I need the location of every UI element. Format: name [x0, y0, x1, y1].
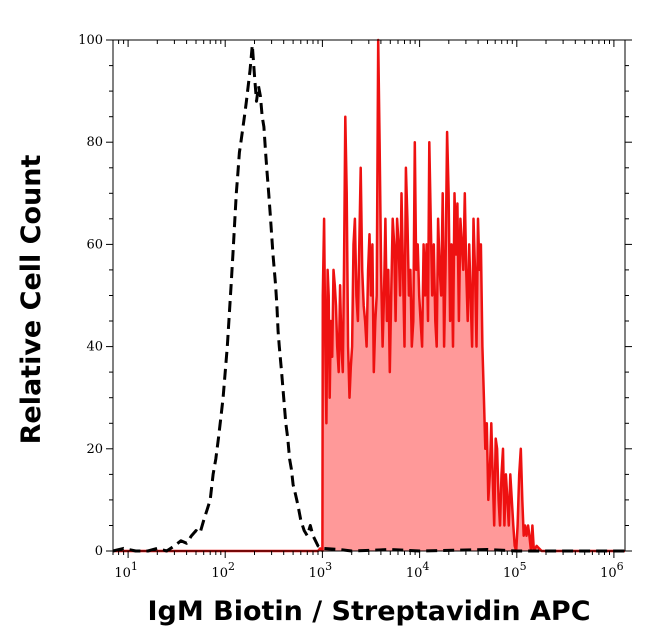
y-tick-label: 20	[86, 442, 103, 457]
x-tick-label: 101	[114, 560, 138, 581]
x-tick-label: 105	[503, 560, 527, 581]
series-line-0	[112, 43, 625, 553]
y-tick-label: 0	[95, 544, 103, 559]
black-dashed-histogram-line	[112, 43, 625, 553]
y-axis-title: Relative Cell Count	[16, 155, 47, 445]
x-tick-label: 103	[309, 560, 333, 581]
series-area-1	[113, 40, 625, 551]
x-tick-label: 104	[406, 560, 430, 581]
x-axis-title: IgM Biotin / Streptavidin APC	[147, 596, 590, 627]
x-tick-label: 102	[211, 560, 235, 581]
x-tick-label: 106	[600, 560, 624, 581]
x-axis-ticks: 101 102 103 104 105 106	[112, 40, 624, 581]
series-line-1	[113, 38, 625, 553]
red-histogram-area	[113, 40, 625, 551]
y-axis-ticks: 0 20 40 60 80 100	[78, 33, 632, 559]
y-tick-label: 40	[86, 340, 103, 355]
red-histogram-line	[113, 38, 625, 553]
y-tick-label: 60	[86, 237, 103, 252]
y-tick-label: 80	[86, 135, 103, 150]
y-tick-label: 100	[78, 33, 103, 48]
